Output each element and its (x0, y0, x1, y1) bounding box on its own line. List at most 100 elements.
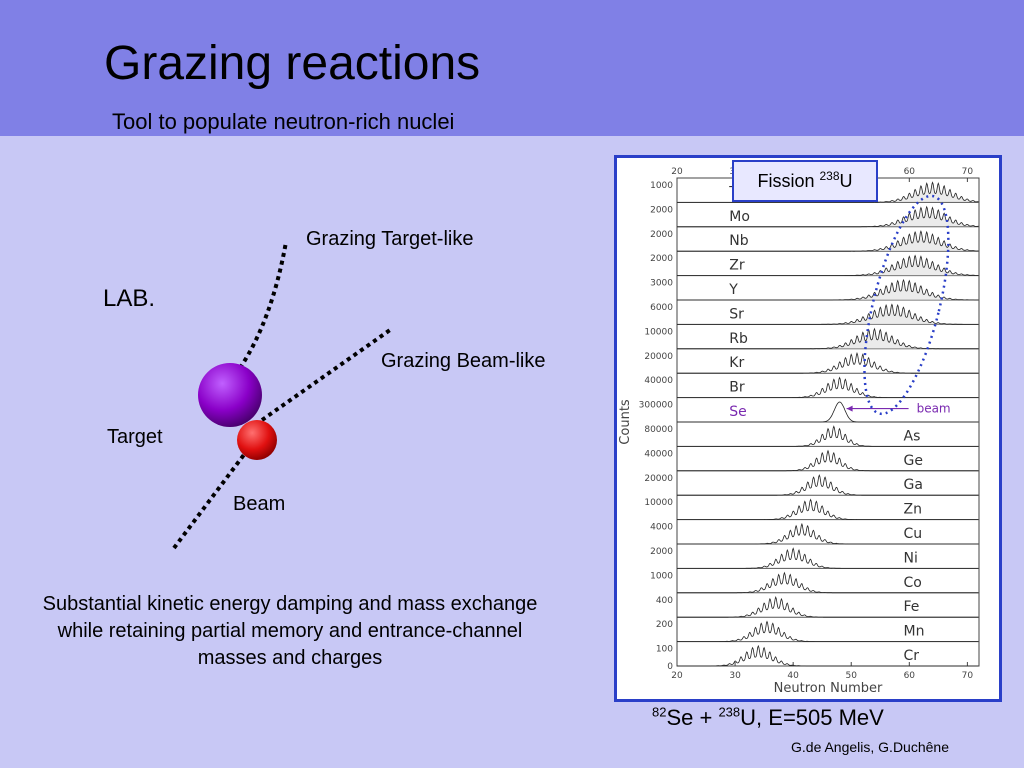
spectrum-trace (677, 596, 979, 618)
element-label-rb: Rb (729, 331, 748, 347)
row-count-label: 3000 (650, 279, 673, 289)
x-tick-label-top: 20 (671, 167, 683, 177)
row-count-label: 200 (656, 620, 673, 630)
spectrum-trace (677, 278, 979, 301)
spectrum-trace (677, 230, 979, 252)
spectrum-trace (677, 571, 979, 594)
spectra-panel: 202030304040505060607070Neutron NumberCo… (614, 155, 1002, 702)
lab-frame-label: LAB. (103, 285, 156, 312)
target-label: Target (107, 426, 163, 448)
spectra-chart: 202030304040505060607070Neutron NumberCo… (618, 160, 980, 696)
row-count-label: 20000 (644, 474, 673, 484)
spectrum-trace (677, 644, 979, 667)
row-count-label: 40000 (644, 376, 673, 386)
fission-label: Fission 238U (757, 169, 852, 191)
spectrum-trace (677, 547, 979, 569)
beam-trajectory (172, 450, 248, 550)
element-label-sr: Sr (729, 306, 744, 322)
description-text: Substantial kinetic energy damping and m… (42, 593, 538, 669)
spectrum-trace (677, 522, 979, 545)
element-label-zr: Zr (729, 258, 745, 274)
element-label-ga: Ga (904, 477, 923, 493)
x-tick-label-bottom: 40 (787, 671, 799, 681)
x-tick-label-bottom: 50 (846, 671, 858, 681)
target-like-label: Grazing Target-like (306, 228, 474, 250)
element-label-kr: Kr (729, 355, 744, 371)
fission-region-ellipse (863, 194, 950, 416)
y-tick-label: 0 (667, 662, 673, 672)
element-label-y: Y (728, 282, 738, 298)
row-count-label: 300000 (639, 401, 674, 411)
fission-element: U (840, 171, 853, 191)
reaction-label: 82Se + 238U, E=505 MeV (652, 704, 884, 730)
element-label-ni: Ni (904, 550, 918, 566)
beam-label: Beam (233, 493, 286, 515)
element-label-as: As (904, 428, 921, 444)
element-label-fe: Fe (904, 599, 920, 615)
reaction-part-1: Se + (666, 705, 719, 730)
element-label-cu: Cu (904, 526, 923, 542)
reaction-part-2: U, E=505 MeV (740, 705, 884, 730)
spectrum-trace (677, 401, 979, 423)
element-label-cr: Cr (904, 648, 920, 664)
element-label-mo: Mo (729, 209, 750, 225)
x-tick-label-bottom: 20 (671, 671, 683, 681)
x-tick-label-bottom: 30 (729, 671, 741, 681)
element-label-br: Br (729, 380, 745, 396)
row-count-label: 10000 (644, 327, 673, 337)
fission-text: Fission (757, 171, 819, 191)
spectrum-trace (677, 498, 979, 520)
y-axis-label: Counts (618, 399, 633, 445)
row-count-label: 4000 (650, 523, 673, 533)
credit-text: G.de Angelis, G.Duchêne (791, 739, 949, 755)
slide-title: Grazing reactions (104, 37, 481, 90)
row-count-label: 80000 (644, 425, 673, 435)
title-banner (0, 0, 1024, 136)
spectrum-trace (677, 620, 979, 642)
spectrum-trace (677, 352, 979, 374)
element-label-zn: Zn (904, 502, 922, 518)
element-label-ge: Ge (904, 453, 923, 469)
beam-arrow-head (846, 405, 853, 412)
element-label-mn: Mn (904, 624, 925, 640)
beam-like-trajectory (260, 328, 392, 422)
row-count-label: 2000 (650, 230, 673, 240)
spectrum-trace (677, 254, 979, 276)
element-label-nb: Nb (729, 233, 748, 249)
reaction-mass-1: 82 (652, 704, 667, 720)
row-count-label: 2000 (650, 254, 673, 264)
element-label-co: Co (904, 575, 922, 591)
fission-box (732, 160, 878, 202)
row-count-label: 10000 (644, 498, 673, 508)
row-count-label: 20000 (644, 352, 673, 362)
spectrum-trace (677, 449, 979, 472)
spectrum-trace (677, 425, 979, 447)
x-tick-label-top: 60 (904, 167, 916, 177)
spectrum-trace (677, 474, 979, 496)
x-tick-label-bottom: 60 (904, 671, 916, 681)
row-count-label: 2000 (650, 205, 673, 215)
row-count-label: 6000 (650, 303, 673, 313)
row-count-label: 1000 (650, 571, 673, 581)
row-count-label: 2000 (650, 547, 673, 557)
row-count-label: 1000 (650, 181, 673, 191)
target-like-trajectory (238, 241, 288, 370)
fission-mass: 238 (819, 169, 839, 183)
beam-annotation: beam (917, 402, 951, 416)
spectrum-trace (677, 205, 979, 228)
spectrum-trace (677, 376, 979, 398)
row-count-label: 400 (656, 596, 673, 606)
x-tick-label-top: 70 (962, 167, 974, 177)
slide-subtitle: Tool to populate neutron-rich nuclei (112, 109, 455, 134)
row-count-label: 40000 (644, 449, 673, 459)
element-label-se: Se (729, 404, 747, 420)
beam-nucleus (237, 420, 277, 460)
target-nucleus (198, 363, 262, 427)
reaction-mass-2: 238 (718, 704, 741, 720)
beam-like-label: Grazing Beam-like (381, 350, 546, 372)
x-tick-label-bottom: 70 (962, 671, 974, 681)
row-count-label: 100 (656, 645, 673, 655)
spectrum-trace (677, 181, 979, 203)
x-axis-label: Neutron Number (774, 681, 883, 696)
